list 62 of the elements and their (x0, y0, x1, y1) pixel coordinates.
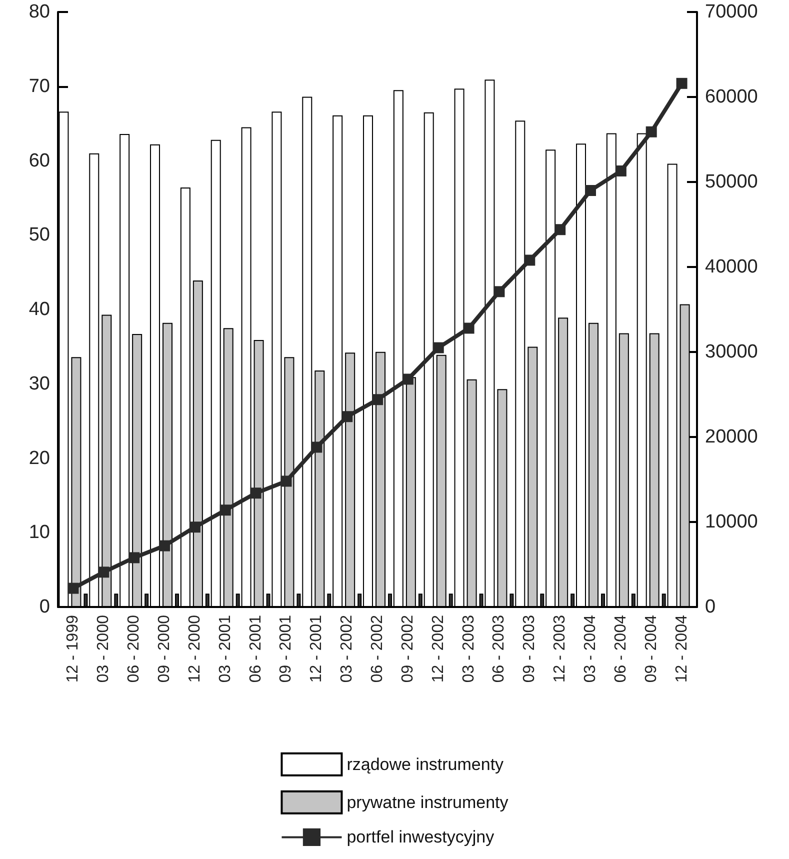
x-tick-label: 06 - 2000 (126, 614, 143, 683)
x-tick-label: 12 - 2004 (673, 614, 690, 683)
x-tick-label: 12 - 2000 (186, 614, 204, 683)
y2-tick-label: 0 (705, 596, 716, 618)
y2-tick-label: 20000 (705, 426, 758, 448)
x-tick-label: 03 - 2001 (216, 614, 234, 683)
x-tick-label: 09 - 2001 (278, 614, 295, 683)
point (280, 476, 292, 487)
x-tick-label: 06 - 2001 (247, 614, 264, 683)
x-tick-label: 12 - 1999 (64, 614, 82, 683)
x-tick-label: 03 - 2003 (460, 614, 478, 683)
point (128, 552, 140, 564)
x-tick-label: 03 - 2002 (338, 614, 356, 683)
point (250, 488, 262, 499)
y-tick-label: 50 (28, 224, 50, 246)
x-tick-label: 06 - 2002 (369, 614, 386, 683)
y2-tick-label: 50000 (705, 172, 758, 192)
y-tick-label: 80 (28, 2, 50, 22)
y-tick-label: 0 (39, 596, 50, 618)
point (463, 322, 474, 334)
point (432, 342, 444, 354)
legend-label: rządowe instrumenty (346, 754, 504, 774)
point (402, 374, 414, 385)
x-tick-label: 06 - 2004 (612, 614, 630, 683)
y2-tick-label: 60000 (705, 86, 758, 108)
x-tick-label: 03 - 2004 (582, 614, 599, 683)
point (646, 126, 657, 138)
point (585, 185, 596, 196)
x-tick-label: 12 - 2002 (430, 614, 447, 683)
y-tick-label: 40 (28, 299, 50, 320)
y-tick-label: 30 (28, 373, 50, 394)
point (311, 442, 322, 453)
point (159, 540, 170, 552)
y2-tick-label: 30000 (705, 342, 758, 362)
point (189, 522, 200, 533)
point (615, 165, 626, 176)
x-tick-label: 12 - 2003 (552, 614, 569, 683)
x-tick-label: 06 - 2003 (490, 614, 508, 683)
y2-tick-label: 70000 (705, 2, 758, 22)
point (372, 394, 383, 406)
point (98, 566, 110, 578)
y-tick-label: 10 (28, 522, 50, 544)
x-tick-label: 09 - 2000 (156, 614, 173, 683)
x-tick-label: 03 - 2000 (95, 614, 112, 683)
legend-label: portfel inwestycyjny (346, 828, 495, 847)
point (676, 78, 688, 89)
x-tick-label: 12 - 2001 (308, 614, 326, 683)
x-tick-label: 09 - 2003 (521, 614, 538, 683)
y-tick-label: 20 (28, 448, 50, 469)
y-tick-label: 70 (28, 76, 50, 97)
point (554, 224, 566, 236)
point (494, 286, 505, 298)
point (524, 254, 536, 266)
y2-tick-label: 10000 (705, 512, 758, 532)
point (68, 582, 79, 594)
x-tick-label: 09 - 2002 (399, 614, 416, 683)
x-tick-label: 09 - 2004 (642, 614, 660, 683)
y2-tick-label: 40000 (705, 256, 758, 278)
legend-label: prywatne instrumenty (346, 792, 509, 812)
y-tick-label: 60 (28, 150, 50, 172)
point (220, 504, 231, 516)
point (342, 411, 353, 422)
